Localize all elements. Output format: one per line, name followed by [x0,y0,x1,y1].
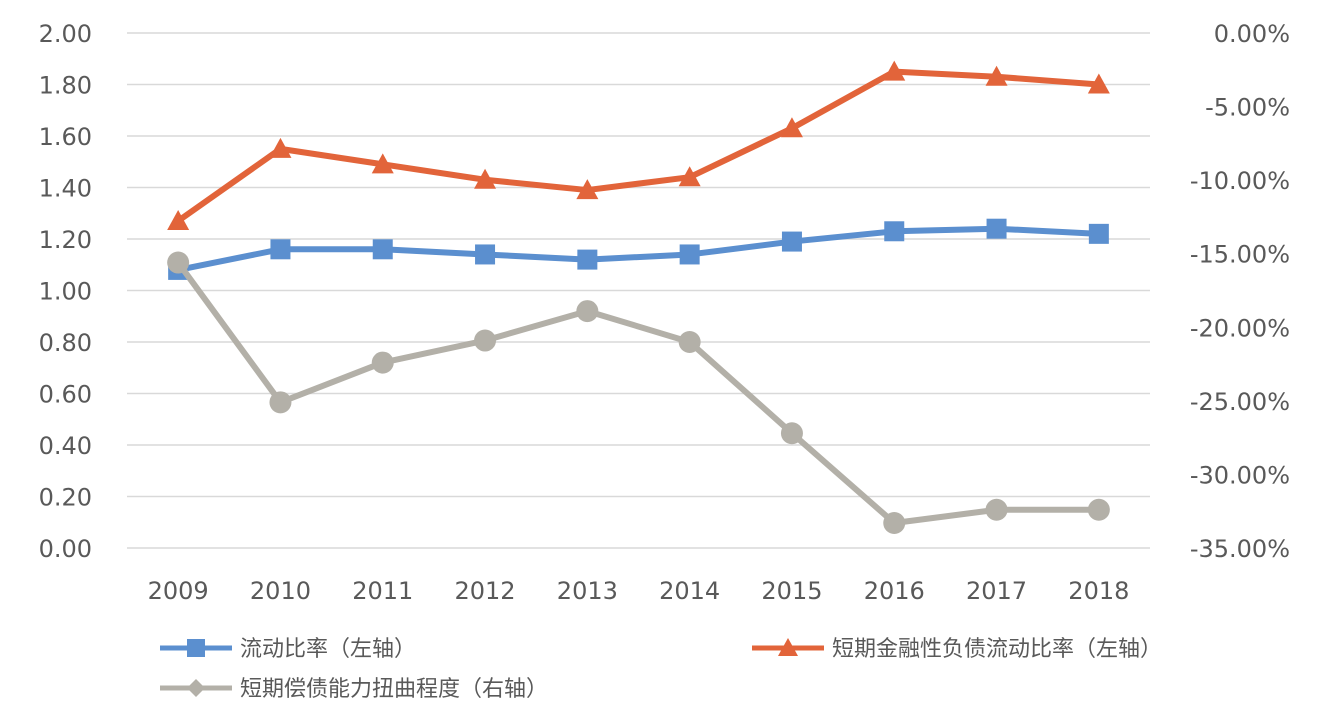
gridlines [127,32,1150,549]
data-point [576,300,599,323]
data-point [269,137,292,158]
data-point [985,498,1008,521]
series-lines [167,60,1110,534]
x-tick-label: 2015 [761,577,822,605]
right-axis-labels: -35.00% -30.00% -25.00% -20.00% -15.00% -10.0… [1190,20,1290,563]
legend: 流动比率（左轴） 短期金融性负债流动比率（左轴） 短期偿债能力扭曲程度（右轴） [160,637,1162,702]
data-point [576,179,599,200]
left-tick-label: 0.80 [39,329,92,357]
left-tick-label: 0.00 [39,535,92,563]
data-point [372,239,393,260]
series-line [175,259,1102,526]
right-tick-label: 0.00% [1214,20,1290,48]
x-tick-label: 2018 [1068,577,1129,605]
series-line [175,225,1102,273]
x-tick-label: 2012 [455,577,516,605]
data-point [1088,223,1109,244]
right-tick-label: -20.00% [1190,314,1290,342]
left-tick-label: 0.60 [39,381,92,409]
right-tick-label: -35.00% [1190,535,1290,563]
data-point [270,239,291,260]
series-line [175,68,1102,224]
left-tick-label: 1.20 [39,226,92,254]
data-point [371,153,394,174]
data-point [883,511,906,534]
x-tick-label: 2011 [352,577,413,605]
legend-marker [187,679,205,697]
legend-item: 短期金融性负债流动比率（左轴） [752,637,1162,662]
right-tick-label: -5.00% [1205,94,1290,122]
data-point [678,166,701,187]
left-tick-label: 1.80 [39,72,92,100]
data-point [884,221,905,242]
left-tick-label: 1.60 [39,123,92,151]
data-point [269,391,292,414]
series-2 [167,251,1110,534]
left-tick-label: 0.20 [39,484,92,512]
series-0 [168,218,1109,280]
data-point [1087,498,1110,521]
left-tick-label: 1.00 [39,278,92,306]
data-point [371,351,394,374]
right-tick-label: -15.00% [1190,241,1290,269]
left-axis-labels: 0.00 0.20 0.40 0.60 0.80 1.00 1.20 1.40 1.60 1.80… [39,20,92,563]
data-point [475,244,496,265]
x-tick-label: 2014 [659,577,720,605]
data-point [1087,73,1110,94]
right-tick-label: -25.00% [1190,388,1290,416]
data-point [167,251,190,274]
left-tick-label: 0.40 [39,432,92,460]
data-point [474,168,497,189]
x-tick-label: 2009 [148,577,209,605]
x-tick-label: 2016 [864,577,925,605]
data-point [678,331,701,353]
series-1 [167,60,1110,230]
legend-label: 流动比率（左轴） [240,637,416,662]
legend-item: 流动比率（左轴） [160,637,416,662]
data-point [167,209,190,230]
left-tick-label: 2.00 [39,20,92,48]
data-point [780,422,803,445]
x-tick-label: 2017 [966,577,1027,605]
data-point [985,65,1008,86]
data-point [679,244,700,265]
left-tick-label: 1.40 [39,175,92,203]
data-point [474,329,497,352]
x-axis-labels: 2009 2010 2011 2012 2013 2014 2015 2016 2017 2018 [148,577,1130,605]
legend-marker [187,639,205,657]
legend-item: 短期偿债能力扭曲程度（右轴） [160,677,548,702]
data-point [781,231,802,252]
data-point [577,249,598,270]
data-point [780,117,803,138]
legend-marker [778,638,798,656]
x-tick-label: 2013 [557,577,618,605]
right-tick-label: -10.00% [1190,167,1290,195]
x-tick-label: 2010 [250,577,311,605]
right-tick-label: -30.00% [1190,461,1290,489]
legend-label: 短期金融性负债流动比率（左轴） [832,637,1162,662]
legend-label: 短期偿债能力扭曲程度（右轴） [240,677,548,702]
data-point [883,60,906,81]
data-point [986,218,1007,239]
